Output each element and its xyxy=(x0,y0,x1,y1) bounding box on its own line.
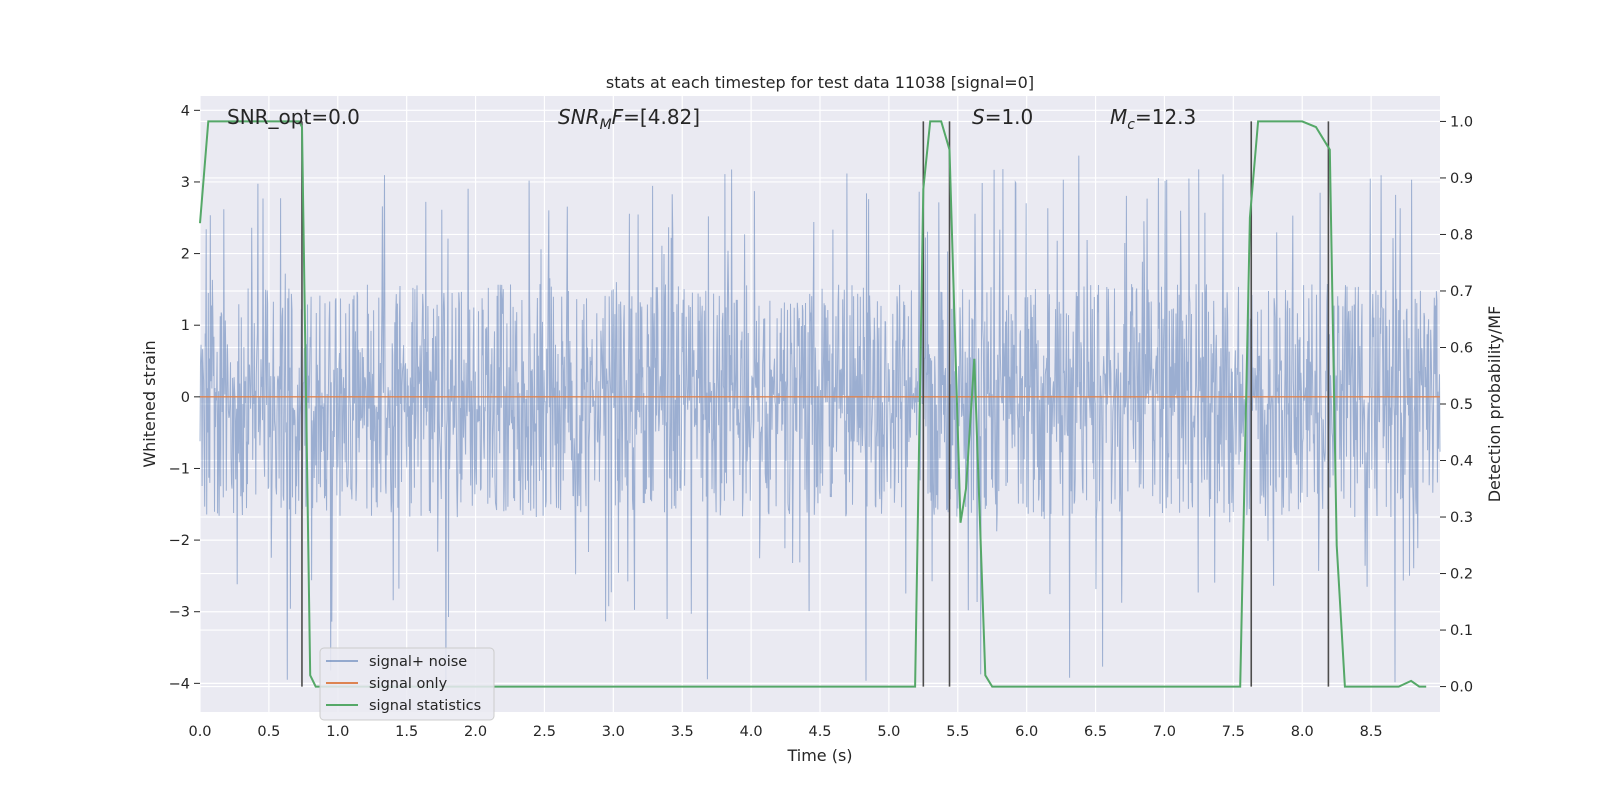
y-tick-label-4: 0 xyxy=(181,390,190,406)
x-tick-label-4: 2.0 xyxy=(464,724,487,740)
annotation-mc: Mc=12.3 xyxy=(1110,105,1196,133)
annotation-snr-opt: SNR_opt=0.0 xyxy=(227,105,360,129)
x-tick-label-10: 5.0 xyxy=(877,724,900,740)
y-tick-label-8: −4 xyxy=(169,676,190,692)
y-tick-label-0: 4 xyxy=(181,103,190,119)
annotation-s: S=1.0 xyxy=(972,105,1033,129)
y2-axis-label: Detection probability/MF xyxy=(1485,306,1504,503)
y-tick-label-3: 1 xyxy=(181,318,190,334)
x-tick-label-2: 1.0 xyxy=(326,724,349,740)
y2-tick-label-1: 0.9 xyxy=(1450,171,1473,187)
noise-series xyxy=(199,155,1441,683)
y2-tick-label-10: 0.0 xyxy=(1450,680,1473,696)
legend-label-signal: signal only xyxy=(369,676,448,692)
legend: signal+ noise signal only signal statist… xyxy=(319,647,495,721)
y-tick-label-5: −1 xyxy=(169,461,190,477)
y-tick-label-6: −2 xyxy=(169,533,190,549)
x-tick-label-0: 0.0 xyxy=(188,724,211,740)
y2-tick-label-5: 0.5 xyxy=(1450,397,1473,413)
y-axis-label: Whitened strain xyxy=(140,340,159,467)
x-tick-label-8: 4.0 xyxy=(740,724,763,740)
y2-tick-label-3: 0.7 xyxy=(1450,284,1473,300)
x-tick-label-16: 8.0 xyxy=(1291,724,1314,740)
legend-label-stats: signal statistics xyxy=(369,698,481,714)
x-tick-label-13: 6.5 xyxy=(1084,724,1107,740)
y2-tick-label-4: 0.6 xyxy=(1450,340,1473,356)
legend-box xyxy=(319,647,495,721)
x-tick-label-7: 3.5 xyxy=(671,724,694,740)
y2-tick-label-7: 0.3 xyxy=(1450,510,1473,526)
x-axis-ticks: 0.0 0.5 1.0 1.5 2.0 2.5 3.0 3.5 4.0 4.5 5.0 5.5 6.0 6… xyxy=(188,724,1382,740)
y-tick-label-7: −3 xyxy=(169,605,190,621)
x-tick-label-12: 6.0 xyxy=(1015,724,1038,740)
x-tick-label-9: 4.5 xyxy=(808,724,831,740)
y2-tick-label-0: 1.0 xyxy=(1450,114,1473,130)
x-tick-label-17: 8.5 xyxy=(1360,724,1383,740)
vertical-markers xyxy=(301,121,1330,687)
stats-line xyxy=(199,120,1427,688)
annotation-snr-mf: SNRMF=[4.82] xyxy=(558,105,700,133)
y2-tick-label-9: 0.1 xyxy=(1450,623,1473,639)
x-tick-label-11: 5.5 xyxy=(946,724,969,740)
x-tick-label-6: 3.0 xyxy=(602,724,625,740)
y-tick-label-2: 2 xyxy=(181,247,190,263)
legend-label-noise: signal+ noise xyxy=(369,654,467,670)
x-tick-label-3: 1.5 xyxy=(395,724,418,740)
y-tick-label-1: 3 xyxy=(181,175,190,191)
chart-title: stats at each timestep for test data 110… xyxy=(606,73,1034,92)
y2-tick-label-8: 0.2 xyxy=(1450,567,1473,583)
x-tick-label-14: 7.0 xyxy=(1153,724,1176,740)
y2-tick-label-2: 0.8 xyxy=(1450,227,1473,243)
x-tick-label-1: 0.5 xyxy=(257,724,280,740)
y2-axis-ticks: 1.0 0.9 0.8 0.7 0.6 0.5 0.4 0.3 0.2 0.1 0.0 xyxy=(1440,114,1473,696)
y-axis-ticks: 4 3 2 1 0 −1 −2 −3 −4 xyxy=(169,103,200,692)
stats-series xyxy=(199,120,1427,688)
x-axis-label: Time (s) xyxy=(786,746,852,765)
y2-tick-label-6: 0.4 xyxy=(1450,454,1473,470)
noise-line xyxy=(199,155,1441,683)
x-tick-label-15: 7.5 xyxy=(1222,724,1245,740)
x-tick-label-5: 2.5 xyxy=(533,724,556,740)
